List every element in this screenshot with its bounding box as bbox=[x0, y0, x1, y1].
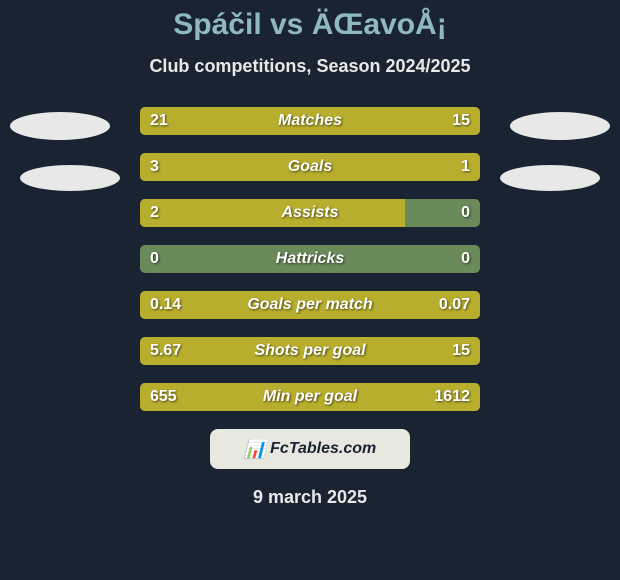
stat-label: Min per goal bbox=[263, 388, 357, 406]
stat-row: 21 15 Matches bbox=[140, 107, 480, 135]
stat-value-right: 15 bbox=[452, 112, 470, 130]
player-left-avatar-2 bbox=[20, 165, 120, 191]
comparison-subtitle: Club competitions, Season 2024/2025 bbox=[0, 56, 620, 77]
stat-value-right: 0 bbox=[461, 204, 470, 222]
stat-value-left: 655 bbox=[150, 388, 177, 406]
stat-value-left: 5.67 bbox=[150, 342, 181, 360]
stat-value-right: 1612 bbox=[434, 388, 470, 406]
player-right-avatar-1 bbox=[510, 112, 610, 140]
stat-value-left: 21 bbox=[150, 112, 168, 130]
comparison-title: Spáčil vs ÄŒavoÅ¡ bbox=[0, 0, 620, 42]
stats-rows: 21 15 Matches 3 1 Goals 2 0 Assists 0 0 Hattricks 0.… bbox=[0, 107, 620, 411]
stat-value-left: 3 bbox=[150, 158, 159, 176]
stat-row: 0 0 Hattricks bbox=[140, 245, 480, 273]
stat-row: 5.67 15 Shots per goal bbox=[140, 337, 480, 365]
stat-value-right: 15 bbox=[452, 342, 470, 360]
stat-label: Shots per goal bbox=[254, 342, 365, 360]
stats-section: 21 15 Matches 3 1 Goals 2 0 Assists 0 0 Hattricks 0.… bbox=[0, 107, 620, 411]
watermark-text: FcTables.com bbox=[270, 440, 376, 458]
stat-row: 655 1612 Min per goal bbox=[140, 383, 480, 411]
comparison-container: Spáčil vs ÄŒavoÅ¡ Club competitions, Sea… bbox=[0, 0, 620, 580]
stat-label: Goals per match bbox=[247, 296, 372, 314]
comparison-date: 9 march 2025 bbox=[0, 487, 620, 508]
stat-label: Goals bbox=[288, 158, 332, 176]
stat-bar-left bbox=[140, 153, 395, 181]
stat-value-right: 0.07 bbox=[439, 296, 470, 314]
stat-row: 3 1 Goals bbox=[140, 153, 480, 181]
stat-value-left: 0.14 bbox=[150, 296, 181, 314]
stat-row: 2 0 Assists bbox=[140, 199, 480, 227]
stat-value-left: 2 bbox=[150, 204, 159, 222]
watermark-badge: 📊 FcTables.com bbox=[210, 429, 410, 469]
stat-value-right: 1 bbox=[461, 158, 470, 176]
stat-label: Assists bbox=[282, 204, 339, 222]
stat-bar-left bbox=[140, 199, 405, 227]
chart-icon: 📊 bbox=[244, 439, 266, 460]
stat-label: Hattricks bbox=[276, 250, 344, 268]
stat-label: Matches bbox=[278, 112, 342, 130]
stat-value-right: 0 bbox=[461, 250, 470, 268]
stat-value-left: 0 bbox=[150, 250, 159, 268]
player-right-avatar-2 bbox=[500, 165, 600, 191]
player-left-avatar-1 bbox=[10, 112, 110, 140]
stat-row: 0.14 0.07 Goals per match bbox=[140, 291, 480, 319]
